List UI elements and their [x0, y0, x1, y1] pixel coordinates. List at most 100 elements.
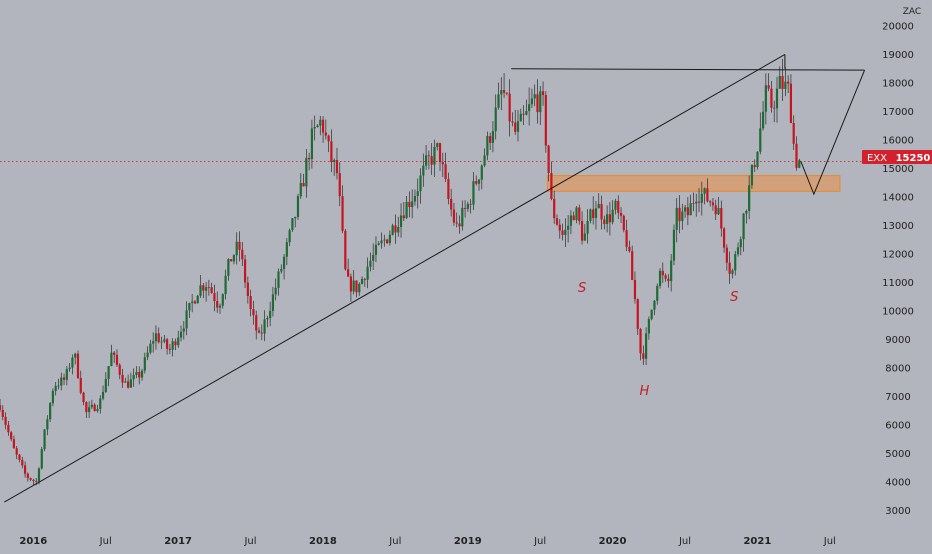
- candle-body: [90, 404, 94, 408]
- candle-body: [775, 88, 779, 109]
- candle-body: [174, 341, 177, 346]
- candle-body: [238, 241, 241, 250]
- candle-body: [767, 85, 770, 89]
- candle-body: [728, 262, 731, 274]
- candle-body: [177, 337, 180, 346]
- time-axis[interactable]: 2016 Jul 2017 Jul 2018 Jul 2019 Jul 2020 Jul 2021 J…: [19, 536, 835, 547]
- candle-body: [575, 207, 578, 221]
- candle-body: [472, 181, 475, 205]
- candle-body: [146, 352, 149, 358]
- candle-body: [185, 310, 188, 329]
- candle-body: [580, 220, 584, 241]
- candle-body: [372, 254, 375, 261]
- candle-body: [592, 209, 595, 219]
- candle-body: [82, 392, 85, 403]
- candle-body: [255, 315, 258, 331]
- candle-body: [461, 207, 464, 227]
- candle-body: [383, 239, 386, 241]
- candle-body: [611, 209, 614, 223]
- candle-body: [210, 287, 213, 294]
- currency-label: ZAC: [903, 7, 921, 17]
- candle-body: [720, 208, 723, 229]
- time-tick-label: Jul: [243, 536, 256, 547]
- candle-body: [40, 449, 43, 469]
- candle-body: [731, 270, 734, 274]
- candle-body: [32, 479, 35, 481]
- candle-body: [578, 207, 581, 221]
- candle-body: [207, 287, 210, 289]
- candle-body: [603, 219, 606, 225]
- candle-body: [360, 278, 364, 284]
- candle-body: [597, 203, 600, 209]
- candle-body: [266, 318, 269, 320]
- price-tick-label: 16000: [882, 135, 914, 146]
- price-tick-label: 13000: [882, 221, 914, 232]
- candle-body: [152, 341, 155, 344]
- candle-body: [441, 162, 444, 165]
- candle-body: [235, 241, 238, 256]
- price-tick-label: 18000: [882, 78, 914, 89]
- candle-body: [160, 341, 163, 343]
- time-tick-label: Jul: [823, 536, 836, 547]
- candle-body: [129, 379, 132, 388]
- candle-body: [795, 143, 798, 168]
- candle-body: [7, 424, 10, 433]
- candle-body: [533, 94, 536, 99]
- candle-body: [282, 256, 286, 269]
- candle-body: [157, 333, 160, 343]
- candle-body: [355, 280, 358, 293]
- candle-body: [291, 218, 294, 231]
- candle-body: [408, 201, 411, 207]
- candle-body: [722, 228, 726, 248]
- candle-body: [394, 225, 397, 233]
- pattern-label-s: S: [578, 281, 586, 296]
- candle-body: [335, 160, 339, 174]
- candle-body: [377, 243, 380, 245]
- candle-body: [522, 113, 525, 115]
- last-price-tag: EXX 15250: [862, 150, 932, 164]
- candle-body: [96, 408, 99, 412]
- candle-body: [424, 155, 428, 166]
- candle-body: [319, 119, 322, 126]
- candle-body: [107, 366, 110, 379]
- candle-body: [450, 198, 453, 210]
- candle-body: [230, 259, 233, 262]
- candle-body: [742, 213, 745, 240]
- candle-body: [85, 402, 88, 413]
- candle-body: [748, 185, 751, 211]
- candle-body: [664, 275, 667, 279]
- candle-body: [544, 95, 547, 146]
- time-tick-label: Jul: [388, 536, 401, 547]
- candle-body: [628, 246, 631, 252]
- candle-body: [686, 207, 689, 216]
- ascending-trendline: [4, 54, 786, 503]
- candle-body: [74, 353, 77, 358]
- candle-body: [413, 195, 417, 202]
- candle-body: [519, 113, 522, 122]
- candle-body: [555, 218, 559, 225]
- price-tag-value: 15250: [896, 153, 931, 164]
- candle-body: [466, 203, 469, 209]
- candle-body: [165, 339, 169, 349]
- candle-body: [759, 128, 762, 152]
- candle-body: [37, 468, 41, 482]
- candle-body: [494, 107, 497, 132]
- candle-body: [789, 83, 793, 124]
- price-tick-label: 8000: [885, 364, 910, 375]
- candle-body: [154, 333, 158, 342]
- support-zone: [546, 175, 841, 192]
- candle-body: [486, 136, 489, 156]
- price-axis[interactable]: ZAC 3000 4000 5000 6000 7000 8000 9000 10000 110…: [882, 7, 921, 517]
- candle-body: [770, 88, 773, 108]
- candle-body: [263, 319, 266, 334]
- candle-body: [294, 216, 297, 219]
- candle-body: [639, 328, 642, 354]
- candle-body: [536, 94, 539, 113]
- candle-body: [564, 229, 567, 235]
- candle-body: [667, 278, 670, 282]
- candle-body: [703, 188, 706, 194]
- price-tick-label: 14000: [882, 193, 914, 204]
- candle-body: [689, 203, 692, 216]
- time-tick-label: 2020: [599, 536, 627, 547]
